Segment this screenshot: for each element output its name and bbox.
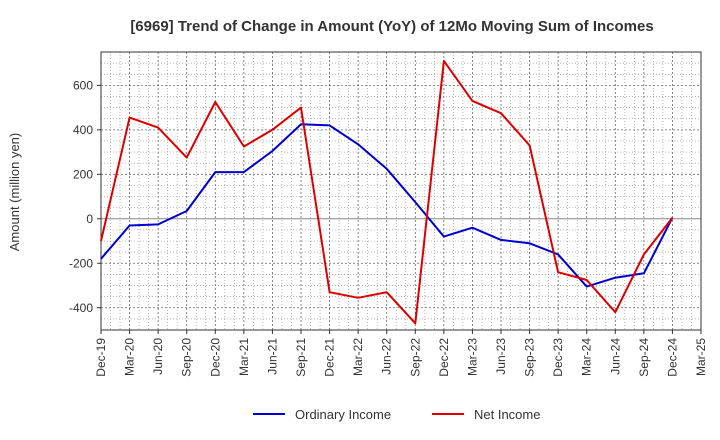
x-tick-label: Sep-22 <box>408 338 422 377</box>
x-tick-label: Dec-22 <box>437 338 451 377</box>
y-tick-label: -400 <box>69 301 93 315</box>
series-line-0 <box>100 123 674 288</box>
legend-label-1: Net Income <box>474 407 540 422</box>
y-tick-label: 600 <box>73 78 93 92</box>
x-tick-label: Dec-21 <box>323 338 337 377</box>
y-tick-label: 0 <box>86 212 93 226</box>
legend-label-0: Ordinary Income <box>295 407 391 422</box>
x-tick-label: Sep-20 <box>180 338 194 377</box>
x-tick-label: Mar-20 <box>123 338 137 376</box>
y-tick-label: 400 <box>73 123 93 137</box>
series-line-1 <box>100 59 674 325</box>
x-tick-label: Dec-19 <box>94 338 108 377</box>
x-tick-label: Dec-20 <box>208 338 222 377</box>
plot-area: -400 -200 0 200 400 600 Dec-19 Mar-20 Jun-20 Sep-… <box>69 51 708 377</box>
x-tick-label: Dec-24 <box>665 338 679 377</box>
x-tick-label: Mar-24 <box>580 338 594 376</box>
legend: Ordinary Income Net Income <box>253 407 540 422</box>
x-tick-label: Mar-23 <box>465 338 479 376</box>
y-tick-label: -200 <box>69 256 93 270</box>
plot-background <box>101 52 701 330</box>
x-tick-label: Sep-24 <box>637 338 651 377</box>
chart-title: [6969] Trend of Change in Amount (YoY) o… <box>130 18 653 35</box>
x-tick-label: Jun-22 <box>380 338 394 375</box>
x-tick-label: Jun-20 <box>151 338 165 375</box>
y-tick-label: 200 <box>73 167 93 181</box>
x-tick-label: Sep-23 <box>523 338 537 377</box>
x-tick-label: Mar-22 <box>351 338 365 376</box>
x-tick-label: Jun-21 <box>265 338 279 375</box>
x-tick-label: Sep-21 <box>294 338 308 377</box>
x-tick-label: Jun-23 <box>494 338 508 375</box>
x-tick-label: Jun-24 <box>608 338 622 375</box>
x-tick-label: Mar-25 <box>694 338 708 376</box>
x-tick-label: Mar-21 <box>237 338 251 376</box>
plot-frame <box>100 51 702 331</box>
x-tick-label: Dec-23 <box>551 338 565 377</box>
y-axis-label: Amount (million yen) <box>7 133 22 252</box>
